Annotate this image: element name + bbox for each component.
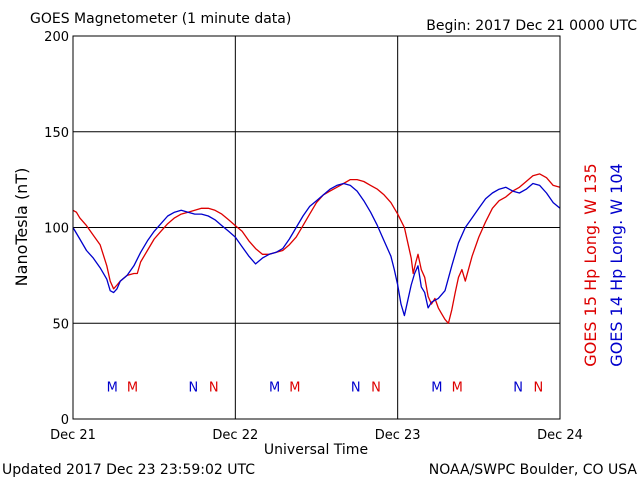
- annotation-marker: N: [351, 380, 361, 395]
- grid-lines: [73, 36, 560, 419]
- annotation-marker: M: [127, 380, 138, 395]
- y-tick-label: 100: [44, 222, 69, 237]
- updated-timestamp: Updated 2017 Dec 23 23:59:02 UTC: [2, 462, 255, 478]
- x-axis-ticks: Dec 21 Dec 22 Dec 23 Dec 24: [50, 428, 583, 443]
- x-tick-label: Dec 21: [50, 428, 96, 443]
- series-lines: [72, 173, 561, 324]
- credit-text: NOAA/SWPC Boulder, CO USA: [429, 462, 638, 478]
- annotation-marker: N: [209, 380, 219, 395]
- x-axis-label: Universal Time: [264, 442, 368, 458]
- annotation-marker: M: [289, 380, 300, 395]
- y-tick-label: 200: [44, 30, 69, 45]
- series-line-goes15: [72, 173, 561, 324]
- annotation-marker: M: [107, 380, 118, 395]
- series-line-goes14: [72, 182, 561, 317]
- chart-title: GOES Magnetometer (1 minute data): [30, 11, 291, 27]
- annotation-marker: M: [452, 380, 463, 395]
- begin-time: Begin: 2017 Dec 21 0000 UTC: [426, 18, 637, 34]
- annotation-marker: M: [431, 380, 442, 395]
- x-tick-label: Dec 23: [375, 428, 421, 443]
- annotation-marker: N: [533, 380, 543, 395]
- y-axis-ticks: 0 50 100 150 200: [44, 30, 69, 428]
- x-tick-label: Dec 22: [212, 428, 258, 443]
- annotation-marker: N: [371, 380, 381, 395]
- x-tick-label: Dec 24: [537, 428, 583, 443]
- y-tick-label: 150: [44, 126, 69, 141]
- y-tick-label: 50: [52, 317, 69, 332]
- y-tick-label: 0: [61, 413, 69, 428]
- annotation-marker: N: [513, 380, 523, 395]
- legend-goes15: GOES 15 Hp Long. W 135: [581, 163, 600, 366]
- plot-frame: [72, 35, 561, 420]
- legend-goes14: GOES 14 Hp Long. W 104: [607, 163, 626, 366]
- annotation-marker: N: [189, 380, 199, 395]
- y-axis-label: NanoTesla (nT): [12, 168, 31, 287]
- annotation-marker: M: [269, 380, 280, 395]
